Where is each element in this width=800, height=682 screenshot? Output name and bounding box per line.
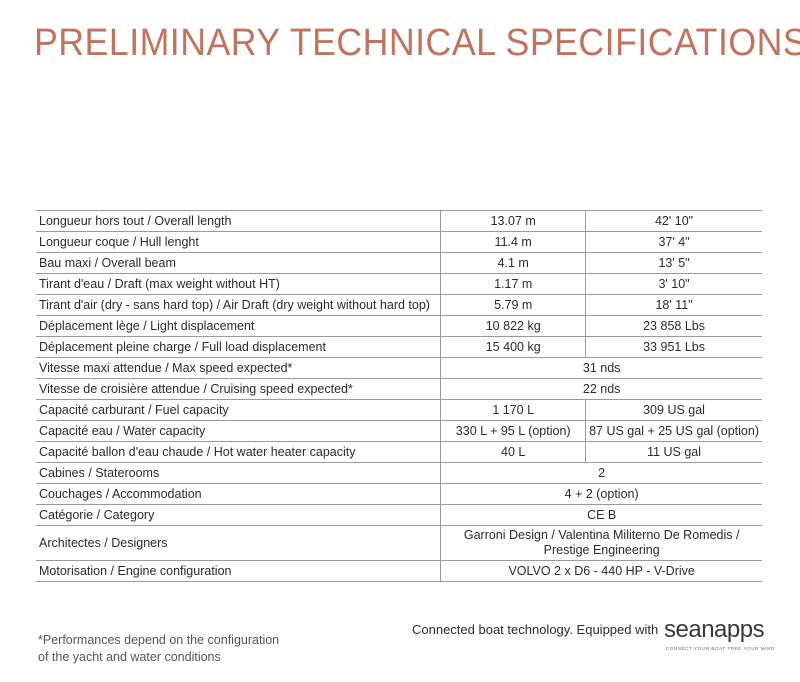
spec-value-imperial: 37' 4" bbox=[585, 231, 762, 253]
spec-row: Catégorie / Category CE B bbox=[36, 504, 762, 526]
spec-value-imperial: 33 951 Lbs bbox=[585, 336, 762, 358]
spec-value: 31 nds bbox=[440, 357, 762, 379]
spec-value-imperial: 309 US gal bbox=[585, 399, 762, 421]
spec-value-metric: 11.4 m bbox=[440, 231, 586, 253]
spec-value-imperial: 3' 10" bbox=[585, 273, 762, 295]
spec-row: Déplacement pleine charge / Full load di… bbox=[36, 336, 762, 358]
spec-label: Déplacement lège / Light displacement bbox=[36, 315, 441, 337]
spec-label: Capacité carburant / Fuel capacity bbox=[36, 399, 441, 421]
spec-row: Tirant d'air (dry - sans hard top) / Air… bbox=[36, 294, 762, 316]
spec-label: Motorisation / Engine configuration bbox=[36, 560, 441, 582]
seanapps-logo: seanapps CONNECT YOUR BOAT FREE YOUR MIN… bbox=[664, 616, 774, 660]
spec-value-imperial: 87 US gal + 25 US gal (option) bbox=[585, 420, 762, 442]
page-title: PRELIMINARY TECHNICAL SPECIFICATIONS bbox=[34, 22, 800, 64]
spec-label: Capacité eau / Water capacity bbox=[36, 420, 441, 442]
spec-value-imperial: 11 US gal bbox=[585, 441, 762, 463]
spec-value-imperial: 18' 11" bbox=[585, 294, 762, 316]
spec-row: Vitesse de croisière attendue / Cruising… bbox=[36, 378, 762, 400]
spec-value-metric: 15 400 kg bbox=[440, 336, 586, 358]
spec-label: Tirant d'eau / Draft (max weight without… bbox=[36, 273, 441, 295]
spec-label: Déplacement pleine charge / Full load di… bbox=[36, 336, 441, 358]
spec-value-metric: 330 L + 95 L (option) bbox=[440, 420, 586, 442]
spec-row: Déplacement lège / Light displacement 10 … bbox=[36, 315, 762, 337]
spec-value-metric: 13.07 m bbox=[440, 210, 586, 232]
spec-row: Longueur hors tout / Overall length 13.07… bbox=[36, 210, 762, 232]
footnote-line-1: *Performances depend on the configuratio… bbox=[38, 633, 280, 647]
spec-label: Vitesse de croisière attendue / Cruising… bbox=[36, 378, 441, 400]
specifications-table: Longueur hors tout / Overall length 13.07… bbox=[36, 210, 762, 582]
spec-label: Catégorie / Category bbox=[36, 504, 441, 526]
spec-row: Couchages / Accommodation 4 + 2 (option) bbox=[36, 483, 762, 505]
spec-label: Architectes / Designers bbox=[36, 525, 441, 561]
spec-row: Capacité carburant / Fuel capacity 1 170 … bbox=[36, 399, 762, 421]
spec-row: Motorisation / Engine configuration VOLVO… bbox=[36, 560, 762, 582]
spec-label: Longueur coque / Hull lenght bbox=[36, 231, 441, 253]
spec-label: Vitesse maxi attendue / Max speed expect… bbox=[36, 357, 441, 379]
spec-row: Capacité eau / Water capacity 330 L + 95 … bbox=[36, 420, 762, 442]
spec-value: 2 bbox=[440, 462, 762, 484]
spec-row: Longueur coque / Hull lenght 11.4 m 37' 4" bbox=[36, 231, 762, 253]
spec-row: Architectes / Designers Garroni Design / … bbox=[36, 525, 762, 561]
spec-value-metric: 5.79 m bbox=[440, 294, 586, 316]
spec-value: Garroni Design / Valentina Militerno De … bbox=[440, 525, 762, 561]
logo-tagline: CONNECT YOUR BOAT FREE YOUR MIND bbox=[666, 646, 775, 651]
spec-value: 4 + 2 (option) bbox=[440, 483, 762, 505]
spec-value-imperial: 13' 5" bbox=[585, 252, 762, 274]
footnote-line-2: of the yacht and water conditions bbox=[38, 650, 221, 664]
spec-value: CE B bbox=[440, 504, 762, 526]
spec-value-metric: 1 170 L bbox=[440, 399, 586, 421]
spec-value-metric: 10 822 kg bbox=[440, 315, 586, 337]
spec-label: Couchages / Accommodation bbox=[36, 483, 441, 505]
connected-boat-text: Connected boat technology. Equipped with bbox=[412, 622, 659, 637]
spec-label: Tirant d'air (dry - sans hard top) / Air… bbox=[36, 294, 441, 316]
specifications-table-body: Longueur hors tout / Overall length 13.07… bbox=[36, 210, 762, 582]
spec-row: Vitesse maxi attendue / Max speed expect… bbox=[36, 357, 762, 379]
spec-row: Bau maxi / Overall beam 4.1 m 13' 5" bbox=[36, 252, 762, 274]
spec-value-imperial: 42' 10" bbox=[585, 210, 762, 232]
spec-value-metric: 4.1 m bbox=[440, 252, 586, 274]
spec-value: VOLVO 2 x D6 - 440 HP - V-Drive bbox=[440, 560, 762, 582]
spec-row: Capacité ballon d'eau chaude / Hot water… bbox=[36, 441, 762, 463]
spec-label: Capacité ballon d'eau chaude / Hot water… bbox=[36, 441, 441, 463]
spec-value-imperial: 23 858 Lbs bbox=[585, 315, 762, 337]
spec-value: 22 nds bbox=[440, 378, 762, 400]
spec-label: Bau maxi / Overall beam bbox=[36, 252, 441, 274]
spec-row: Cabines / Staterooms 2 bbox=[36, 462, 762, 484]
spec-label: Cabines / Staterooms bbox=[36, 462, 441, 484]
spec-label: Longueur hors tout / Overall length bbox=[36, 210, 441, 232]
logo-wordmark: seanapps bbox=[664, 616, 765, 643]
footnote: *Performances depend on the configuratio… bbox=[38, 632, 279, 666]
spec-value-metric: 1.17 m bbox=[440, 273, 586, 295]
spec-row: Tirant d'eau / Draft (max weight without… bbox=[36, 273, 762, 295]
spec-value-metric: 40 L bbox=[440, 441, 586, 463]
